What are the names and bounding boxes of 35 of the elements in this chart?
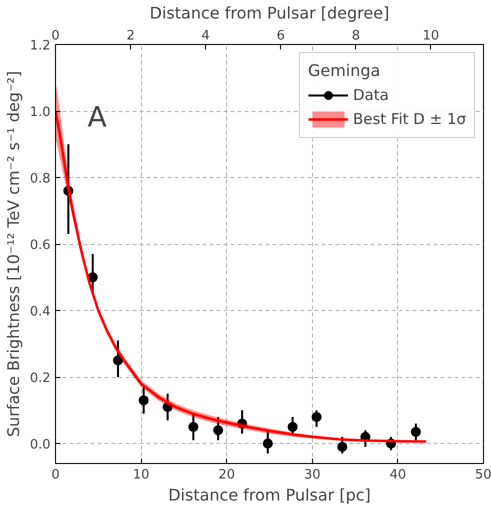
legend-title: Geminga xyxy=(308,61,382,80)
point xyxy=(188,422,198,432)
x2-tick-label: 6 xyxy=(276,28,285,44)
y-tick-label: 0.2 xyxy=(30,371,51,386)
legend-label: Data xyxy=(352,86,389,104)
point xyxy=(288,422,298,432)
x-tick-label: 0 xyxy=(51,468,60,482)
y-tick-label: 0.8 xyxy=(30,172,51,187)
x2-axis-title: Distance from Pulsar [degree] xyxy=(150,4,390,22)
y-tick-label: 0.4 xyxy=(30,304,51,320)
x2-tick-label: 0 xyxy=(51,28,60,44)
x-axis-title: Distance from Pulsar [pc] xyxy=(168,486,371,504)
point xyxy=(312,412,322,422)
x2-tick-label: 8 xyxy=(352,28,360,44)
y-tick-label: 1.0 xyxy=(30,105,51,120)
point xyxy=(112,355,123,366)
x-tick-label: 20 xyxy=(218,468,235,482)
x2-tick-label: 10 xyxy=(422,28,440,44)
y-tick-label: 0.0 xyxy=(30,438,51,453)
x2-tick-label: 2 xyxy=(126,28,135,44)
y-tick-label: 1.2 xyxy=(30,38,51,54)
point xyxy=(138,395,149,406)
point xyxy=(410,426,421,437)
x-tick-label: 50 xyxy=(474,468,491,482)
point xyxy=(337,442,348,452)
x-tick-label: 30 xyxy=(304,468,321,482)
x-tick-label: 10 xyxy=(132,468,150,482)
y-tick-label: 0.6 xyxy=(30,238,51,254)
legend-label: Best Fit D ± 1σ xyxy=(352,110,466,128)
point xyxy=(213,425,224,436)
annotation: A xyxy=(88,100,107,134)
x2-tick-label: 4 xyxy=(202,28,210,44)
x-tick-label: 40 xyxy=(390,468,406,482)
point xyxy=(262,438,273,449)
y-axis-title: Surface Brightness [10⁻¹² TeV cm⁻² s⁻¹ deg⁻²] xyxy=(4,70,23,438)
